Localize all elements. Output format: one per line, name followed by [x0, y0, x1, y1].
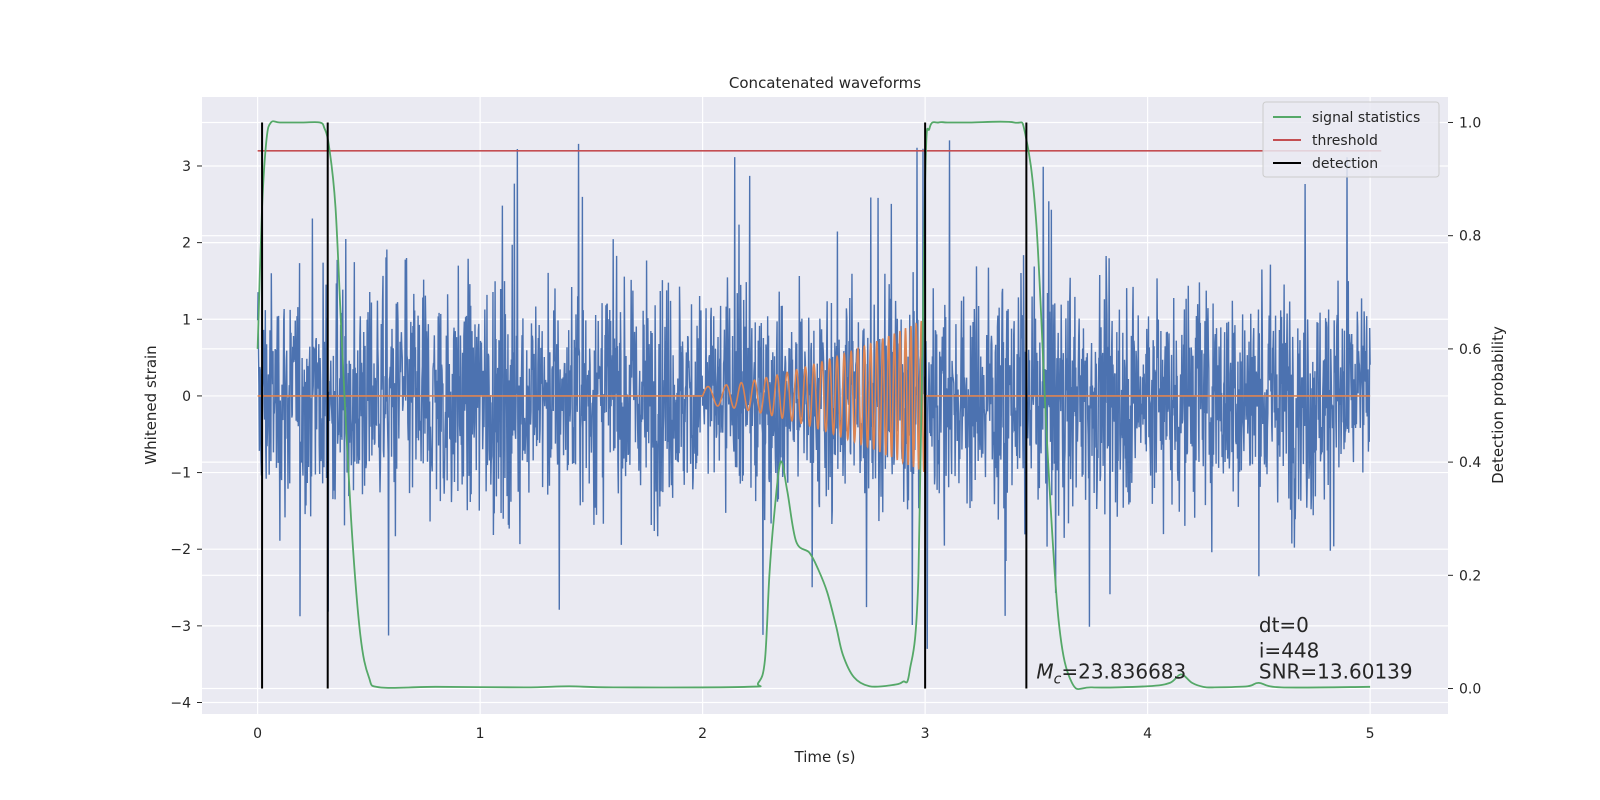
legend-entry-label: detection	[1312, 156, 1378, 172]
x-tick-label: 2	[698, 726, 707, 742]
x-tick-label: 0	[253, 726, 262, 742]
y2-tick-label: 0.8	[1459, 229, 1481, 245]
y2-tick-label: 0.4	[1459, 455, 1481, 471]
y2-tick-label: 0.2	[1459, 568, 1481, 584]
y-tick-label: 2	[182, 236, 191, 252]
x-tick-label: 5	[1366, 726, 1375, 742]
y-tick-label: −1	[170, 466, 191, 482]
annotation-text: i=448	[1259, 638, 1320, 662]
ticks: 0 1 2 3 4 5 −4 −3 −2 −1 0 1 2 3 0.0 0.2 0.4 0.6 0.8 1.0	[170, 115, 1481, 742]
plot-marks	[256, 120, 1382, 690]
legend: signal statistics threshold detection	[1262, 101, 1440, 178]
y2-tick-label: 1.0	[1459, 115, 1481, 131]
x-axis-label: Time (s)	[794, 748, 856, 766]
annotation-text: dt=0	[1259, 613, 1309, 637]
y-tick-label: −4	[170, 696, 191, 712]
legend-entry-label: signal statistics	[1312, 110, 1420, 126]
y-tick-label: 3	[182, 159, 191, 175]
chart-title: Concatenated waveforms	[729, 74, 921, 92]
y-axis-label: Whitened strain	[142, 345, 160, 464]
annotation-text: Mc=23.836683	[1036, 659, 1186, 687]
template-series-line	[257, 321, 1371, 473]
y-tick-label: −3	[170, 619, 191, 635]
strain-series-line	[256, 140, 1371, 649]
y2-tick-label: 0.0	[1459, 682, 1481, 698]
y-tick-label: 0	[182, 389, 191, 405]
signal-statistics-line	[256, 120, 1371, 690]
x-tick-label: 4	[1143, 726, 1152, 742]
legend-box	[1262, 101, 1440, 178]
y-tick-label: 1	[182, 312, 191, 328]
annotation-text: SNR=13.60139	[1259, 659, 1413, 683]
x-tick-label: 1	[476, 726, 485, 742]
y2-tick-label: 0.6	[1459, 342, 1481, 358]
y2-axis-label: Detection probability	[1489, 326, 1507, 484]
x-tick-label: 3	[921, 726, 930, 742]
legend-entry-label: threshold	[1312, 133, 1378, 149]
y-tick-label: −2	[170, 542, 191, 558]
